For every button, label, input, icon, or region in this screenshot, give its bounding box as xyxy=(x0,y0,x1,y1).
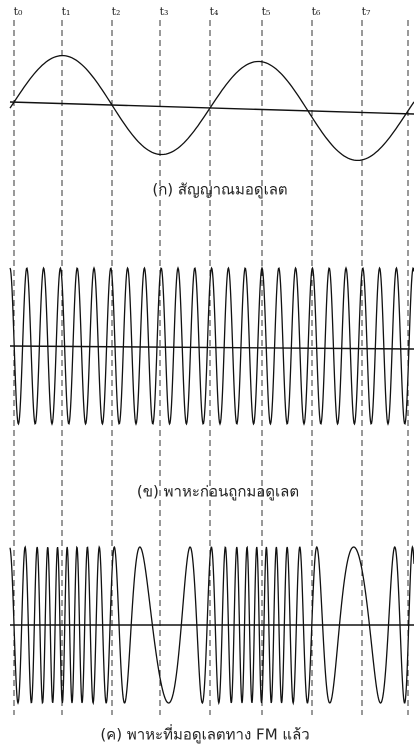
time-label: t₀ xyxy=(14,5,23,18)
caption-modulating: (ก) สัญญาณมอดูเลต xyxy=(152,181,287,199)
time-label: t₄ xyxy=(210,5,219,18)
fm-diagram: (ก) สัญญาณมอดูเลต (ข) พาหะก่อนถูกมอดูเลต… xyxy=(0,0,414,754)
axis xyxy=(10,102,414,114)
time-label: t₂ xyxy=(112,5,121,18)
time-label: t₅ xyxy=(262,5,271,18)
caption-carrier: (ข) พาหะก่อนถูกมอดูเลต xyxy=(137,483,299,501)
time-label: t₆ xyxy=(312,5,321,18)
time-label: t₁ xyxy=(62,5,71,18)
caption-fm: (ค) พาหะที่มอดูเลตทาง FM แล้ว xyxy=(100,724,309,744)
axis xyxy=(10,346,414,349)
time-label: t₇ xyxy=(362,5,371,18)
time-label: t₃ xyxy=(160,5,169,18)
